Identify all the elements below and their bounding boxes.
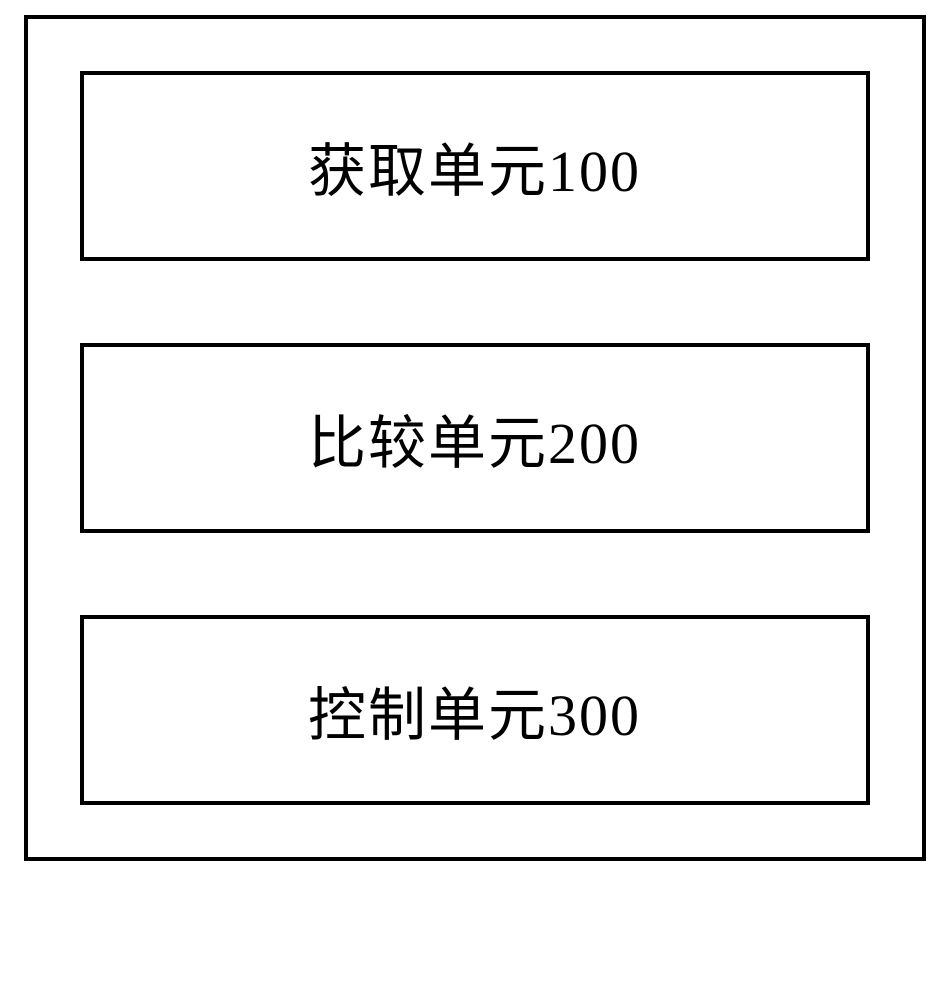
- unit-label: 比较单元200: [308, 396, 641, 480]
- unit-box-comparison: 比较单元200: [80, 343, 870, 533]
- unit-box-acquisition: 获取单元100: [80, 71, 870, 261]
- diagram-outer-container: 获取单元100 比较单元200 控制单元300: [24, 15, 926, 861]
- unit-box-control: 控制单元300: [80, 615, 870, 805]
- unit-label: 控制单元300: [308, 668, 641, 752]
- unit-label: 获取单元100: [308, 124, 641, 208]
